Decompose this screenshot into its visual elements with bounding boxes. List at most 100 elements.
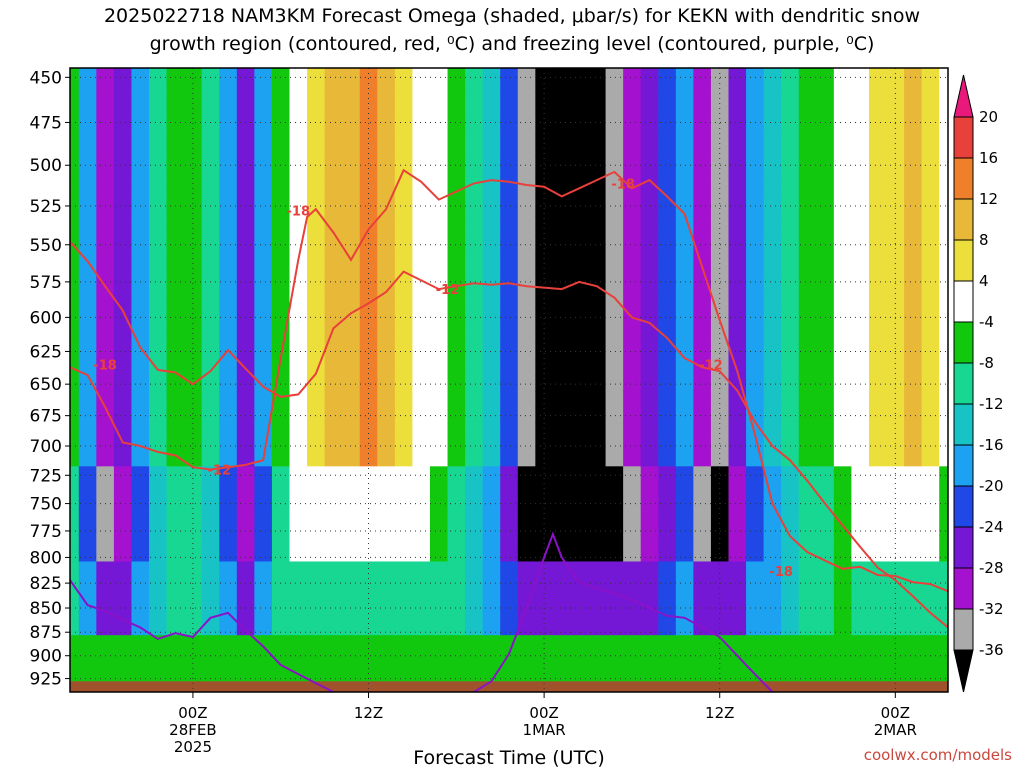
omega-cell (412, 494, 431, 510)
omega-cell (781, 325, 800, 343)
omega-cell (728, 635, 747, 648)
omega-cell (939, 623, 948, 636)
omega-cell (833, 196, 853, 218)
omega-cell (113, 342, 133, 360)
omega-cell (96, 325, 115, 343)
omega-cell (623, 480, 642, 496)
omega-cell (781, 586, 800, 600)
omega-cell (623, 272, 642, 292)
omega-cell (851, 646, 870, 659)
omega-cell (623, 646, 642, 659)
omega-cell (570, 466, 589, 482)
omega-cell (412, 522, 431, 536)
omega-cell (517, 646, 536, 659)
omega-cell (412, 342, 431, 360)
omega-cell (377, 658, 396, 671)
omega-cell (658, 216, 677, 237)
omega-cell (500, 254, 519, 274)
omega-cell (851, 599, 870, 612)
colorbar-top-arrow (953, 74, 974, 118)
omega-cell (324, 646, 343, 659)
omega-cell (833, 391, 853, 408)
omega-cell (219, 466, 238, 482)
omega-cell (289, 375, 308, 392)
omega-cell (429, 375, 449, 392)
omega-cell (447, 254, 466, 274)
omega-cell (939, 658, 948, 671)
omega-cell (693, 308, 712, 327)
omega-cell (359, 421, 378, 438)
omega-cell (465, 272, 484, 292)
omega-cell (482, 508, 501, 523)
omega-cell (429, 196, 449, 218)
omega-cell (70, 451, 80, 467)
omega-cell (289, 635, 308, 648)
omega-cell (447, 635, 466, 648)
omega-cell (570, 68, 589, 92)
omega-cell (816, 611, 835, 624)
omega-cell (605, 196, 624, 218)
omega-cell (78, 156, 97, 178)
omega-cell (728, 325, 747, 343)
omega-cell (552, 548, 572, 563)
omega-cell (500, 68, 519, 92)
omega-cell (342, 254, 361, 274)
omega-cell (693, 421, 712, 438)
omega-cell (640, 342, 659, 360)
dgz-contour--18 (70, 168, 948, 593)
omega-cell (465, 391, 484, 408)
omega-cell (307, 325, 326, 343)
omega-cell (939, 437, 948, 453)
omega-cell (482, 196, 501, 218)
omega-cell (324, 466, 343, 482)
omega-cell (184, 113, 203, 136)
omega-cell (640, 561, 659, 575)
omega-cell (552, 254, 572, 274)
omega-cell (342, 156, 361, 178)
omega-cell (833, 480, 853, 496)
omega-cell (254, 548, 273, 563)
omega-cell (605, 561, 624, 575)
omega-cell (70, 113, 80, 136)
omega-cell (429, 176, 449, 198)
omega-cell (465, 216, 484, 237)
omega-cell (570, 342, 589, 360)
omega-cell (96, 358, 115, 376)
omega-cell (693, 599, 712, 612)
omega-cell (271, 235, 291, 255)
contour-label: -18 (93, 359, 117, 374)
omega-cell (342, 646, 361, 659)
omega-cell (166, 611, 185, 624)
omega-cell (763, 548, 782, 563)
omega-cell (149, 623, 168, 636)
omega-cell (113, 646, 133, 659)
omega-cell (605, 508, 624, 523)
omega-cell (500, 308, 519, 327)
omega-cell (816, 451, 835, 467)
omega-cell (605, 68, 624, 92)
omega-cell (219, 658, 238, 671)
omega-cell (921, 623, 940, 636)
omega-cell (798, 646, 817, 659)
omega-cell (113, 68, 133, 92)
omega-cell (833, 176, 853, 198)
omega-cell (394, 290, 414, 309)
omega-cell (552, 235, 572, 255)
omega-cell (833, 325, 853, 343)
omega-cell (763, 156, 782, 178)
omega-cell (868, 272, 888, 292)
omega-cell (447, 196, 466, 218)
omega-cell (675, 342, 694, 360)
omega-cell (166, 290, 185, 309)
omega-cell (482, 658, 501, 671)
omega-cell (833, 308, 853, 327)
omega-cell (921, 358, 940, 376)
omega-cell (833, 342, 853, 360)
omega-cell (412, 611, 431, 624)
omega-cell (377, 406, 396, 423)
omega-cell (113, 466, 133, 482)
omega-cell (833, 669, 853, 682)
omega-cell (482, 623, 501, 636)
omega-cell (552, 669, 572, 682)
